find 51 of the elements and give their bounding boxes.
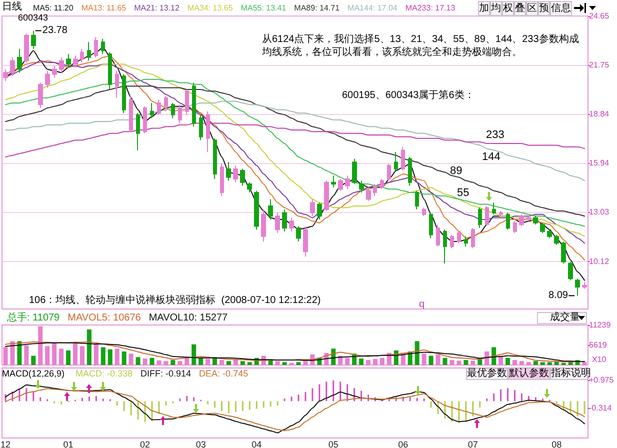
y-tick-label: 21.75 xyxy=(589,60,610,70)
y-tick-label: 24.65 xyxy=(589,12,610,20)
button: 最优参数 xyxy=(466,368,508,380)
text: MA233: 17.13 xyxy=(405,4,456,12)
x-tick-label: 07 xyxy=(468,440,478,448)
x-tick-label: 03 xyxy=(196,440,206,448)
annotation: 233 xyxy=(486,128,504,142)
chart-title: MACD(12,26,9) xyxy=(2,368,65,378)
chart-subtitle: 600343 xyxy=(18,12,48,22)
button: 指标说明 xyxy=(550,368,588,380)
annotation: 23.78 xyxy=(42,24,68,38)
button: 均 xyxy=(490,1,502,16)
x-tick-label: 02 xyxy=(140,440,150,448)
text: MA13: 11.65 xyxy=(81,4,127,12)
x-tick-label: 05 xyxy=(328,440,338,448)
y-tick-label: 13.03 xyxy=(589,208,610,217)
button: 区 xyxy=(526,1,538,16)
text: MA34: 13.65 xyxy=(187,4,234,12)
y-tick-label: -0.314 xyxy=(589,403,612,412)
y-tick-label: +0.975 xyxy=(589,376,614,385)
text: DEA: -0.745 xyxy=(199,368,248,378)
x-tick-label: 01 xyxy=(63,440,74,448)
annotation: 55 xyxy=(457,186,470,200)
annotation: 144 xyxy=(482,150,500,164)
y-tick-label: 15.94 xyxy=(589,158,610,168)
button: 加 xyxy=(478,1,490,16)
x-tick-label: 04 xyxy=(252,440,262,448)
annotation: 89 xyxy=(450,164,462,178)
x-tick-label: 06 xyxy=(398,440,408,448)
text: MA5: 11.20 xyxy=(33,4,74,12)
text: MA89: 14.71 xyxy=(294,4,340,12)
chart-title: 日线 xyxy=(2,0,22,12)
annotation: q xyxy=(419,298,425,311)
annotation: 600195、600343属于第6类： xyxy=(342,89,474,102)
annotation: 8.09 xyxy=(548,289,568,302)
annotation: 从6124点下来，我们选择5、13、21、34、55、89、144、233参数构成均线系统，各位可以看看，该系统就完全和走势极端吻合。 xyxy=(262,33,580,59)
button: 默认参数 xyxy=(508,368,550,380)
button: 叠 xyxy=(514,1,526,16)
annotation: 106：均线、轮动与缠中说禅板块强弱指标 (2008-07-10 12:12:22) xyxy=(29,294,321,307)
button: 预 xyxy=(538,1,550,16)
x-tick-label: 08 xyxy=(552,440,562,448)
text: MACD: -0.338 xyxy=(76,368,133,378)
text: MA55: 13.41 xyxy=(240,4,287,12)
y-tick-label: 10.12 xyxy=(589,256,610,266)
text: MA21: 13.12 xyxy=(134,4,180,12)
button: 信息 xyxy=(550,1,572,16)
y-tick-label: 18.84 xyxy=(589,110,610,119)
x-tick-label: 12 xyxy=(0,440,10,448)
button: 权 xyxy=(502,1,514,16)
text: DIFF: -0.914 xyxy=(140,368,192,378)
text: MA144: 17.04 xyxy=(348,4,398,12)
